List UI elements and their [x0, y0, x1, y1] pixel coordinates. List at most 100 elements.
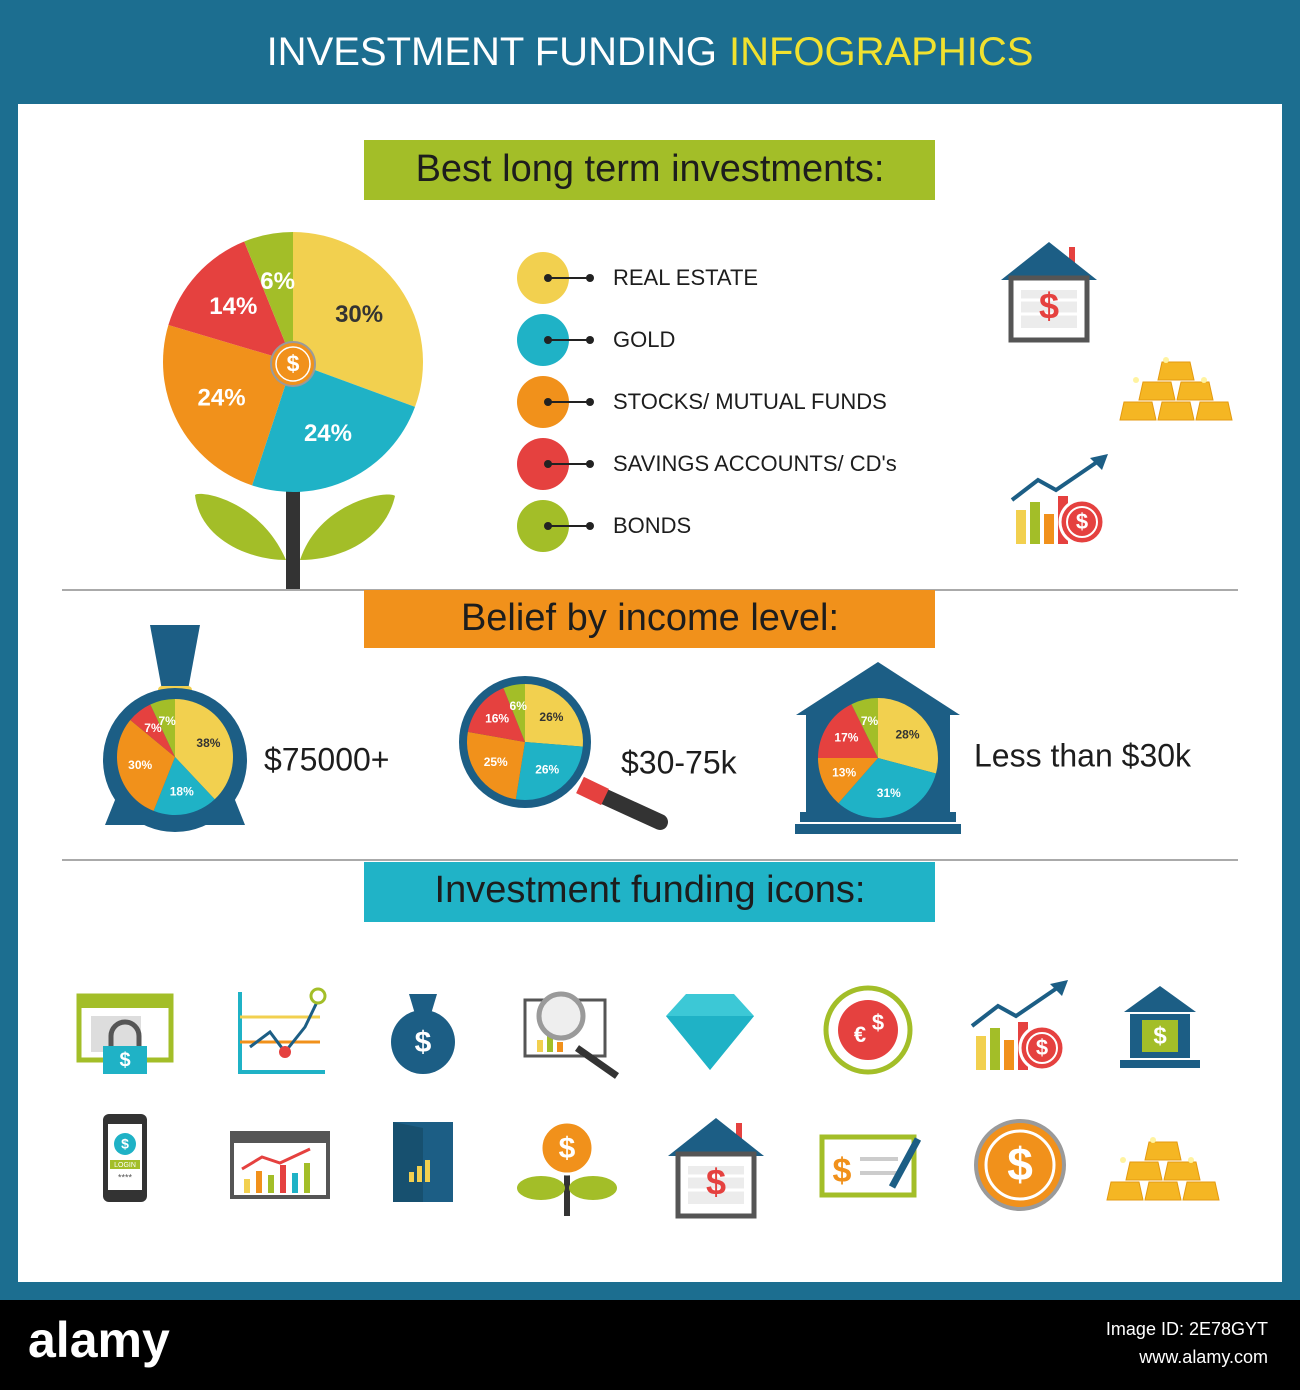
pie-slice: [150, 699, 175, 757]
icon-glyph: $: [872, 1010, 884, 1035]
pie-slice: [503, 684, 525, 742]
icon-part: [241, 1147, 311, 1171]
coin-icon: [270, 341, 316, 387]
icon-part: [279, 1046, 291, 1058]
pie-slice: [175, 699, 233, 800]
title-main: INVESTMENT FUNDING: [267, 30, 717, 74]
pie-slice: [162, 325, 293, 486]
slice-label: 38%: [196, 736, 220, 750]
icon-glyph: $: [833, 1152, 852, 1190]
legend: REAL ESTATE GOLD STOCKS/ MUTUAL FUNDS SAVIN…: [517, 252, 897, 552]
slice-label: 25%: [484, 755, 508, 769]
section-title: Best long term investments:: [416, 148, 885, 190]
icon-part: [425, 1160, 430, 1182]
icon-part: [309, 987, 327, 1005]
icon-glyph: $: [119, 1049, 130, 1071]
icon-glyph: $: [1153, 1022, 1167, 1049]
icon-part: [537, 1040, 543, 1052]
watermark-url: www.alamy.com: [1138, 1347, 1268, 1367]
legend-dot: [586, 336, 594, 344]
icon-part: [300, 494, 395, 560]
slice-label: 7%: [861, 714, 879, 728]
money-bag-icon: $: [391, 994, 455, 1074]
title-highlight: INFOGRAPHICS: [729, 30, 1033, 74]
icon-glyph: $: [121, 1136, 129, 1152]
icon-part: [244, 1179, 250, 1193]
legend-dot: [544, 460, 552, 468]
slice-label: 13%: [832, 766, 856, 780]
icon-part: [256, 1171, 262, 1193]
slice-label: 24%: [304, 420, 352, 447]
icon-part: [666, 1016, 754, 1070]
slice-label: 28%: [895, 728, 919, 742]
legend-label: REAL ESTATE: [613, 265, 758, 290]
icon-part: [195, 493, 286, 560]
icon-part: [547, 1034, 553, 1052]
browser-chart-icon: [230, 1131, 330, 1199]
income-label: Less than $30k: [974, 737, 1192, 773]
slice-label: 7%: [144, 721, 162, 735]
icon-glyph: LOGIN: [114, 1162, 136, 1169]
icon-part: [108, 1019, 142, 1048]
icon-part: [292, 1173, 298, 1193]
section-box: [364, 590, 935, 648]
icon-part: [409, 994, 437, 1014]
pie-slice: [168, 241, 293, 362]
slice-label: 26%: [535, 762, 559, 776]
icon-part: [268, 1175, 274, 1193]
legend-swatch: [517, 314, 569, 366]
lock-icon: $: [76, 993, 174, 1074]
slice-label: 6%: [510, 699, 528, 713]
icon-part: [232, 1133, 328, 1143]
pie-slice: [252, 362, 416, 493]
slice-label: 16%: [485, 711, 509, 725]
icon-glyph: $: [415, 1026, 432, 1059]
icon-part: [103, 1046, 147, 1074]
watermark-brand: alamy: [28, 1312, 170, 1368]
legend-dot: [586, 274, 594, 282]
icon-part: [1142, 1020, 1178, 1052]
pie-slice: [851, 698, 878, 758]
slice-label: 24%: [198, 385, 246, 412]
icon-part: [539, 1120, 595, 1176]
line-chart-icon: [238, 987, 327, 1074]
pie-slice: [467, 688, 525, 742]
pie-slice: [515, 742, 583, 800]
slice-label: 26%: [539, 710, 563, 724]
section-box: [364, 140, 935, 200]
icon-part: [150, 625, 200, 690]
icon-part: [564, 1168, 570, 1216]
pie-slice: [878, 698, 939, 774]
pie-slice: [467, 731, 525, 800]
pie-slice: [293, 232, 423, 407]
income-label: $75000+: [264, 741, 389, 777]
watermark-bar: [0, 1300, 1300, 1390]
icon-part: [536, 991, 586, 1041]
pie-slice: [818, 704, 878, 758]
icon-part: [819, 1134, 917, 1198]
section-box: [364, 862, 935, 922]
icon-part: [557, 1042, 563, 1052]
section-title: Investment funding icons:: [435, 869, 866, 911]
pie-slice: [818, 758, 878, 804]
icon-glyph: €: [854, 1022, 866, 1047]
slice-label: 30%: [335, 301, 383, 328]
exchange-icon: € $: [823, 985, 913, 1075]
income-pies: 38%18%30%7%7% 26%26%25%16%6%28%31%13%17%7…: [116, 684, 939, 818]
watermark-id: Image ID: 2E78GYT: [1106, 1319, 1268, 1339]
slice-label: 17%: [834, 731, 858, 745]
legend-label: STOCKS/ MUTUAL FUNDS: [613, 389, 887, 414]
diamond-icon: [666, 994, 754, 1070]
icon-part: [238, 992, 325, 1074]
icon-part: [576, 776, 609, 806]
slice-label: 6%: [260, 268, 295, 295]
icon-part: [888, 1137, 922, 1189]
legend-label: SAVINGS ACCOUNTS/ CD's: [613, 451, 897, 476]
legend-dot: [544, 274, 552, 282]
pie-slice: [838, 758, 936, 818]
legend-swatch: [517, 376, 569, 428]
icon-part: [574, 1045, 620, 1079]
report-icon: [393, 1122, 453, 1202]
pie-slice: [153, 757, 215, 816]
